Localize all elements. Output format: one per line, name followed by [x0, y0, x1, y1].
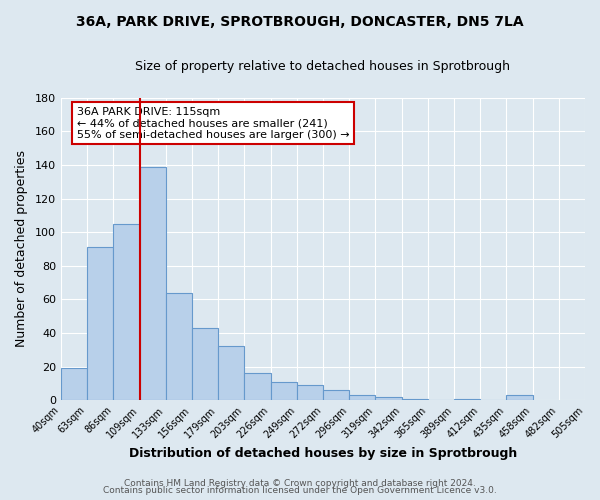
Bar	[323, 390, 349, 400]
Bar	[192, 328, 218, 400]
Bar	[297, 385, 323, 400]
Y-axis label: Number of detached properties: Number of detached properties	[15, 150, 28, 348]
Text: Contains public sector information licensed under the Open Government Licence v3: Contains public sector information licen…	[103, 486, 497, 495]
Bar	[376, 397, 401, 400]
Bar	[244, 374, 271, 400]
X-axis label: Distribution of detached houses by size in Sprotbrough: Distribution of detached houses by size …	[129, 447, 517, 460]
Bar	[401, 398, 428, 400]
Bar	[454, 398, 480, 400]
Bar	[140, 166, 166, 400]
Text: 36A PARK DRIVE: 115sqm
← 44% of detached houses are smaller (241)
55% of semi-de: 36A PARK DRIVE: 115sqm ← 44% of detached…	[77, 107, 349, 140]
Bar	[218, 346, 244, 400]
Text: Contains HM Land Registry data © Crown copyright and database right 2024.: Contains HM Land Registry data © Crown c…	[124, 478, 476, 488]
Bar	[113, 224, 140, 400]
Text: 36A, PARK DRIVE, SPROTBROUGH, DONCASTER, DN5 7LA: 36A, PARK DRIVE, SPROTBROUGH, DONCASTER,…	[76, 15, 524, 29]
Bar	[61, 368, 87, 400]
Bar	[506, 395, 533, 400]
Bar	[349, 395, 376, 400]
Bar	[166, 292, 192, 400]
Bar	[271, 382, 297, 400]
Title: Size of property relative to detached houses in Sprotbrough: Size of property relative to detached ho…	[136, 60, 511, 73]
Bar	[87, 248, 113, 400]
